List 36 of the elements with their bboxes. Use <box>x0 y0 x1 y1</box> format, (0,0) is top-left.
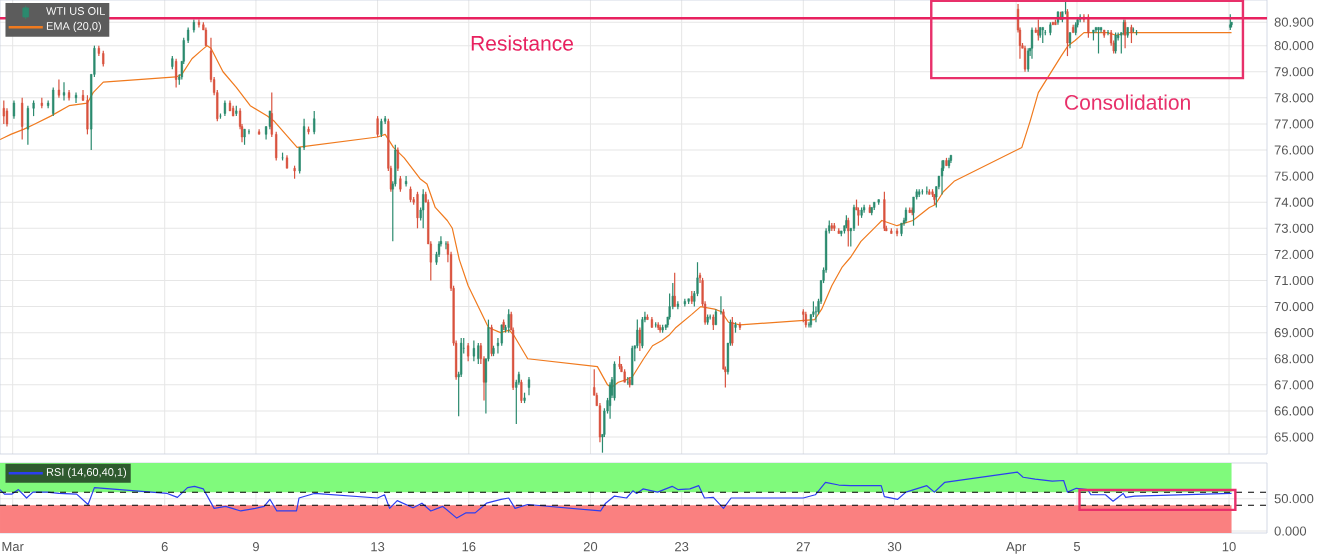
y-tick-label: 0.000 <box>1274 526 1307 536</box>
y-tick-label: 76.000 <box>1274 145 1314 155</box>
annotation: Consolidation <box>1065 94 1190 110</box>
y-tick-label: 74.000 <box>1274 197 1314 207</box>
y-tick-label: 77.000 <box>1274 119 1314 129</box>
y-tick-label: 80.900 <box>1274 17 1314 27</box>
x-tick-label: 6 <box>161 542 168 552</box>
y-tick-label: 72.000 <box>1274 249 1314 259</box>
y-tick-label: 78.000 <box>1274 93 1314 103</box>
y-tick-label: 71.000 <box>1274 275 1314 286</box>
y-tick-label: 50.000 <box>1274 494 1314 504</box>
y-tick-label: 66.000 <box>1274 406 1314 416</box>
x-tick-label: 5 <box>1073 542 1081 552</box>
x-tick-label: 13 <box>371 542 385 552</box>
y-tick-label: 80.000 <box>1274 41 1314 51</box>
x-tick-label: 23 <box>675 542 689 552</box>
x-tick-label: 27 <box>796 542 810 552</box>
y-tick-label: 68.000 <box>1274 354 1314 364</box>
y-tick-label: 65.000 <box>1274 432 1314 442</box>
legend-label: WTI US OIL <box>46 7 105 15</box>
y-tick-label: 67.000 <box>1274 380 1314 390</box>
y-tick-label: 73.000 <box>1274 223 1314 233</box>
legend-label: RSI (14,60,40,1) <box>46 467 127 479</box>
y-tick-label: 69.000 <box>1274 328 1314 338</box>
x-tick-label: 9 <box>252 542 259 552</box>
legend-label: EMA (20,0) <box>46 21 101 33</box>
y-tick-label: 75.000 <box>1274 171 1314 181</box>
y-tick-label: 79.000 <box>1274 67 1314 77</box>
y-tick-label: 70.000 <box>1274 301 1314 312</box>
x-tick-label: 30 <box>887 542 902 552</box>
x-tick-label: 16 <box>462 542 476 552</box>
x-tick-label: Mar <box>2 542 24 552</box>
x-tick-label: 20 <box>583 542 598 552</box>
x-tick-label: 10 <box>1222 542 1236 552</box>
x-tick-label: Apr <box>1006 542 1027 554</box>
ref-line-label: Resistance <box>471 35 573 51</box>
